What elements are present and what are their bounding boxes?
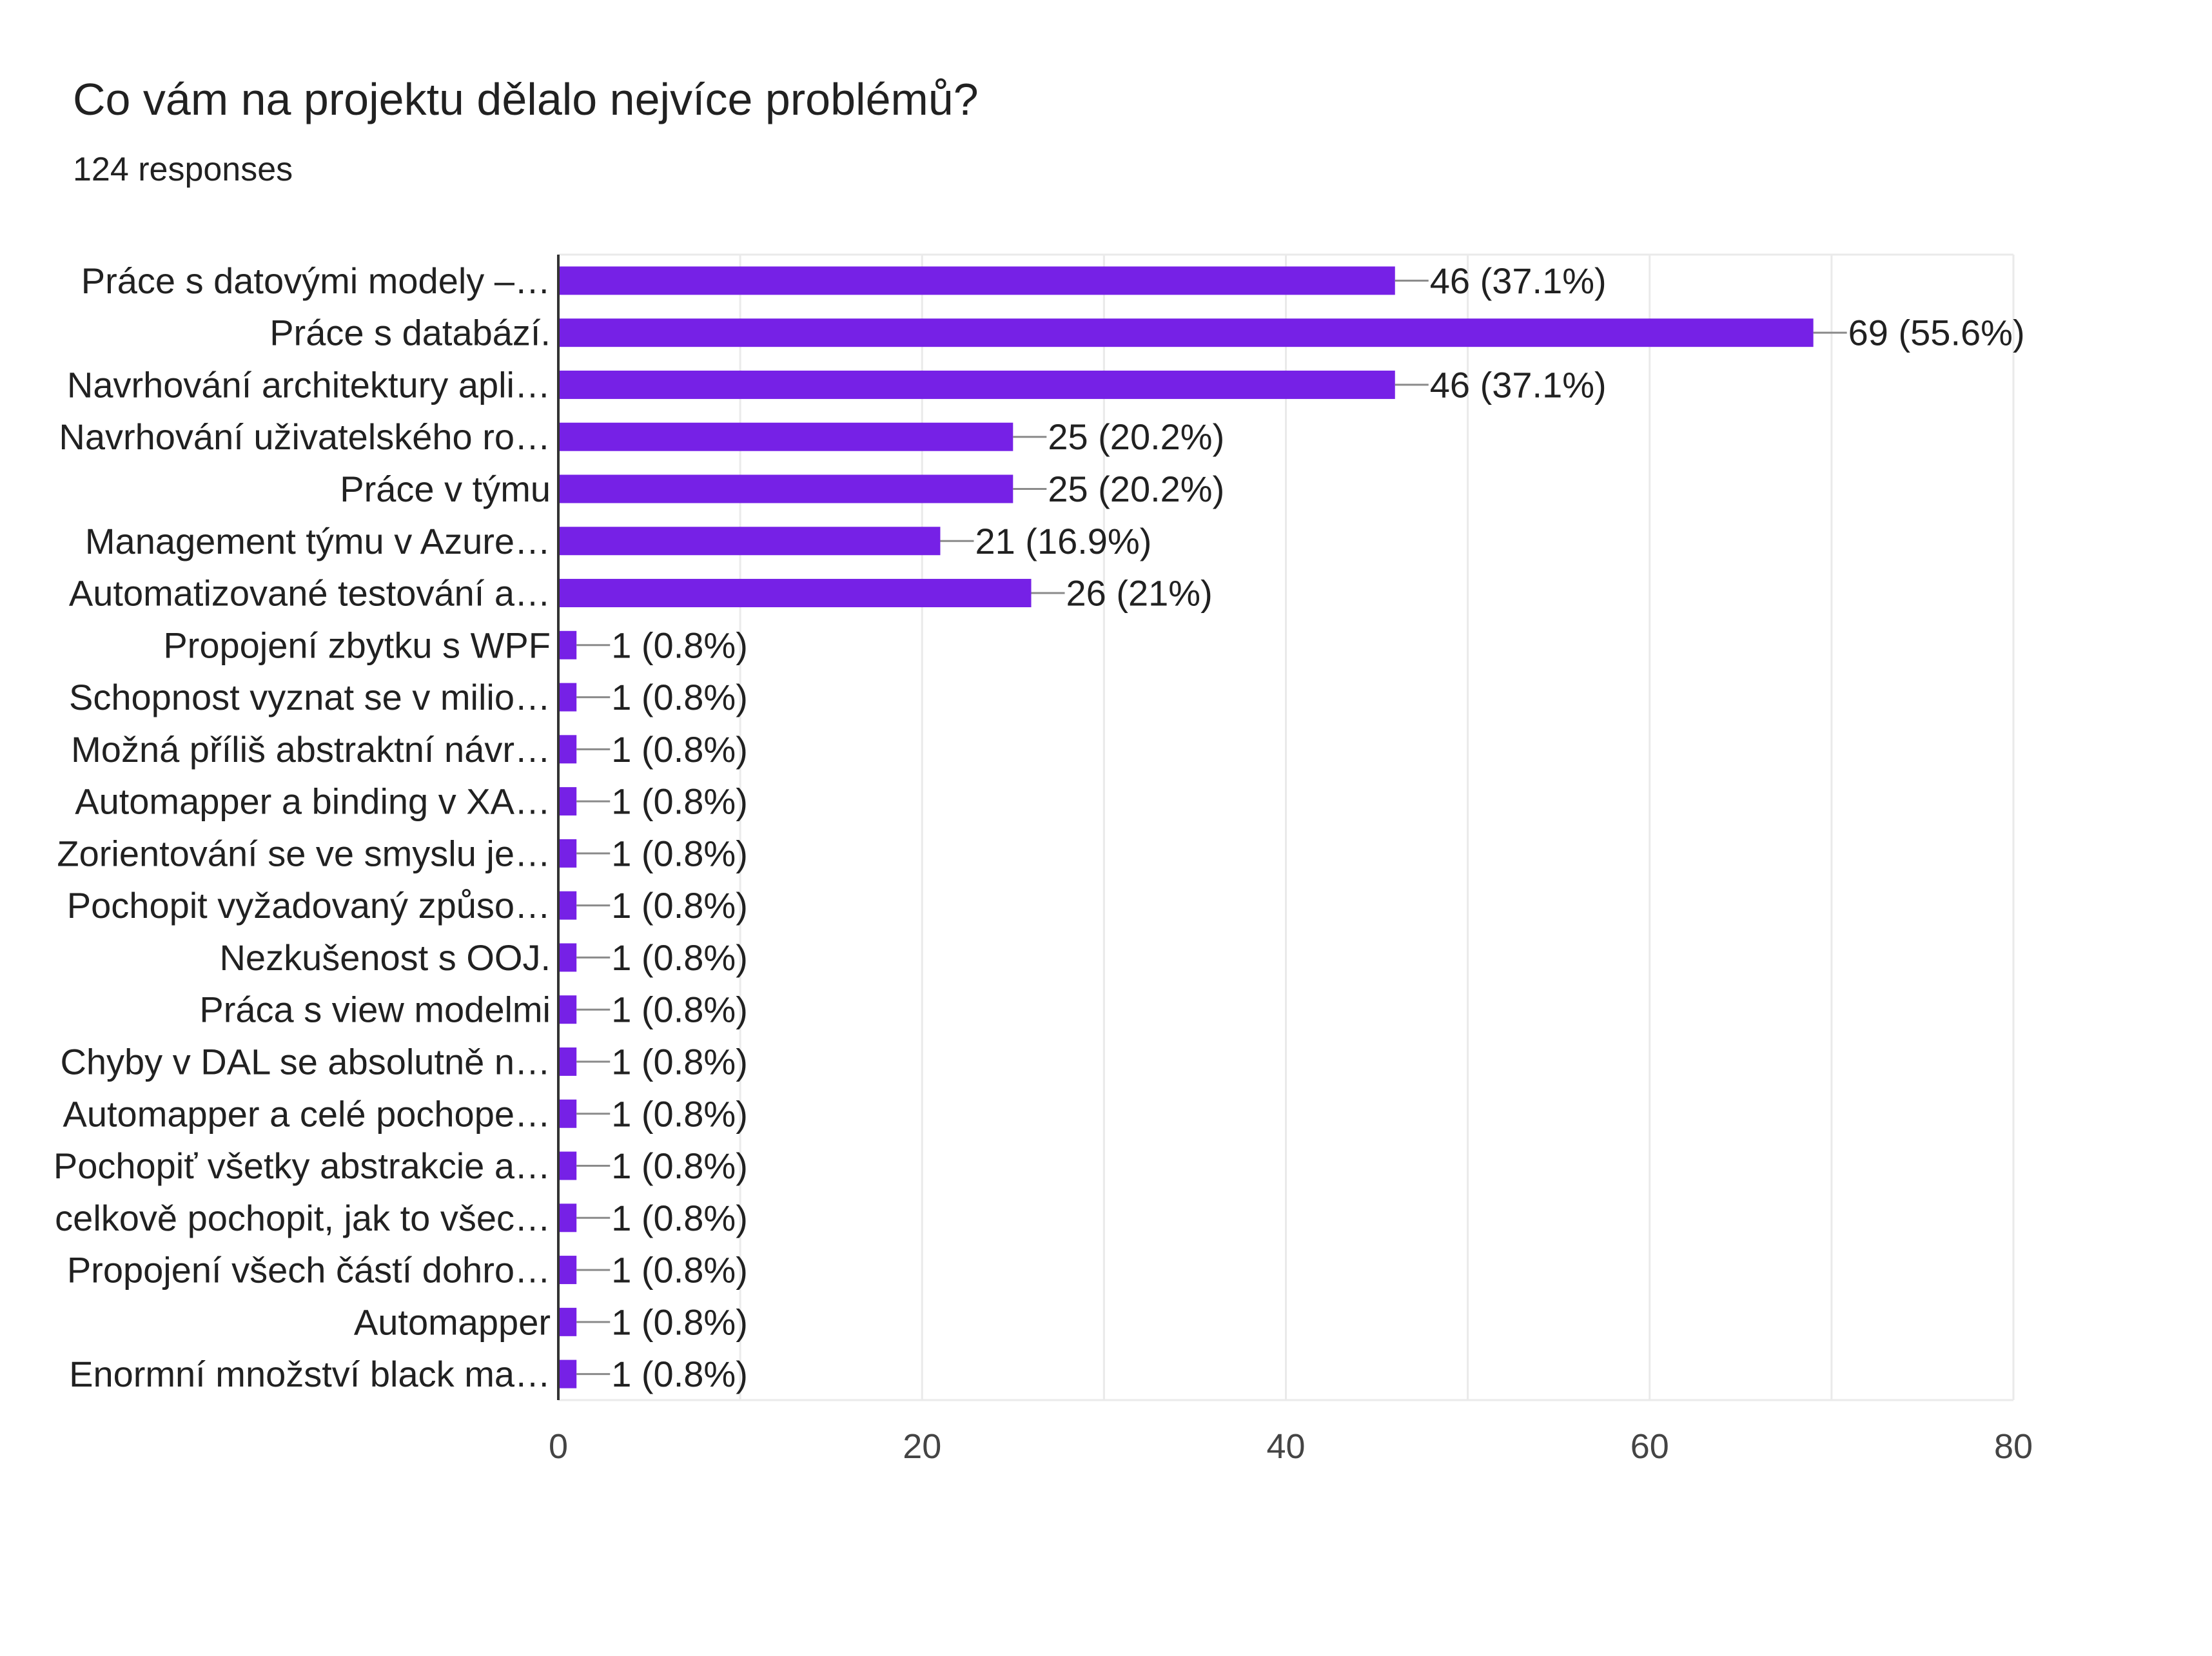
category-label: Management týmu v Azure… (85, 521, 551, 561)
category-label: Práce v týmu (340, 469, 551, 509)
data-label: 1 (0.8%) (611, 729, 748, 770)
category-label: celkově pochopit, jak to všec… (55, 1198, 551, 1238)
chart-title: Co vám na projektu dělalo nejvíce problé… (73, 74, 979, 124)
bar (558, 318, 1814, 347)
data-label: 1 (0.8%) (611, 1198, 748, 1238)
data-label: 69 (55.6%) (1848, 313, 2025, 353)
bar (558, 1203, 577, 1232)
bar (558, 370, 1395, 399)
category-label: Chyby v DAL se absolutně n… (60, 1041, 551, 1082)
bar (558, 422, 1013, 451)
data-label: 25 (20.2%) (1048, 416, 1224, 457)
category-label: Propojení zbytku s WPF (163, 625, 551, 665)
category-label: Nezkušenost s OOJ. (219, 937, 551, 978)
data-label: 1 (0.8%) (611, 1301, 748, 1342)
data-label: 1 (0.8%) (611, 833, 748, 873)
category-label: Automapper (354, 1301, 551, 1342)
gridlines (558, 253, 2015, 1401)
bar (558, 474, 1013, 503)
data-label: 1 (0.8%) (611, 781, 748, 822)
category-label: Propojení všech částí dohro… (67, 1250, 551, 1291)
bars (558, 266, 1814, 1388)
bar (558, 1151, 577, 1180)
bar (558, 527, 941, 556)
x-tick-label: 60 (1630, 1427, 1669, 1466)
category-label: Navrhování architektury apli… (67, 364, 551, 405)
bar (558, 787, 577, 816)
data-label: 1 (0.8%) (611, 885, 748, 926)
category-label: Možná příliš abstraktní návr… (71, 729, 551, 770)
leader-lines (576, 279, 1847, 1376)
x-tick-labels: 0 20 40 60 80 (549, 1427, 2033, 1466)
bar (558, 1307, 577, 1336)
category-label: Enormní množství black ma… (69, 1354, 551, 1394)
bar (558, 1359, 577, 1388)
category-label: Práce s databází. (269, 313, 551, 353)
data-label: 1 (0.8%) (611, 625, 748, 665)
category-label: Schopnost vyznat se v milio… (69, 677, 551, 717)
category-label: Zorientování se ve smyslu je… (57, 833, 551, 873)
category-label: Pochopit vyžadovaný způso… (67, 885, 551, 926)
data-label: 46 (37.1%) (1430, 260, 1607, 301)
data-labels: 46 (37.1%) 69 (55.6%) 46 (37.1%) 25 (20.2%)… (611, 260, 2024, 1394)
x-tick-label: 80 (1994, 1427, 2033, 1466)
response-count: 124 responses (73, 151, 293, 188)
data-label: 26 (21%) (1066, 573, 1213, 614)
x-tick-label: 0 (549, 1427, 568, 1466)
data-label: 1 (0.8%) (611, 1250, 748, 1291)
category-label: Práce s datovými modely –… (81, 260, 551, 301)
bar (558, 630, 577, 659)
category-label: Práca s view modelmi (199, 989, 551, 1030)
bar (558, 839, 577, 868)
bar (558, 943, 577, 972)
category-label: Automapper a binding v XA… (75, 781, 551, 822)
category-label: Navrhování uživatelského ro… (59, 416, 551, 457)
bar (558, 1256, 577, 1285)
data-label: 1 (0.8%) (611, 1041, 748, 1082)
category-label: Automatizované testování a… (69, 573, 551, 614)
bar (558, 1047, 577, 1076)
category-label: Pochopiť všetky abstrakcie a… (54, 1145, 551, 1186)
data-label: 25 (20.2%) (1048, 469, 1224, 509)
data-label: 1 (0.8%) (611, 989, 748, 1030)
bar (558, 735, 577, 764)
bar (558, 1099, 577, 1128)
data-label: 21 (16.9%) (975, 521, 1151, 561)
data-label: 1 (0.8%) (611, 1354, 748, 1394)
bar (558, 579, 1032, 608)
bar (558, 266, 1395, 295)
data-label: 1 (0.8%) (611, 677, 748, 717)
bar (558, 683, 577, 712)
bar (558, 995, 577, 1024)
data-label: 1 (0.8%) (611, 937, 748, 978)
bar (558, 891, 577, 920)
x-tick-label: 20 (903, 1427, 941, 1466)
data-label: 46 (37.1%) (1430, 364, 1607, 405)
data-label: 1 (0.8%) (611, 1093, 748, 1134)
data-label: 1 (0.8%) (611, 1145, 748, 1186)
x-tick-label: 40 (1266, 1427, 1305, 1466)
category-label: Automapper a celé pochope… (63, 1093, 551, 1134)
category-labels: Práce s datovými modely –… Práce s databá… (54, 260, 551, 1394)
